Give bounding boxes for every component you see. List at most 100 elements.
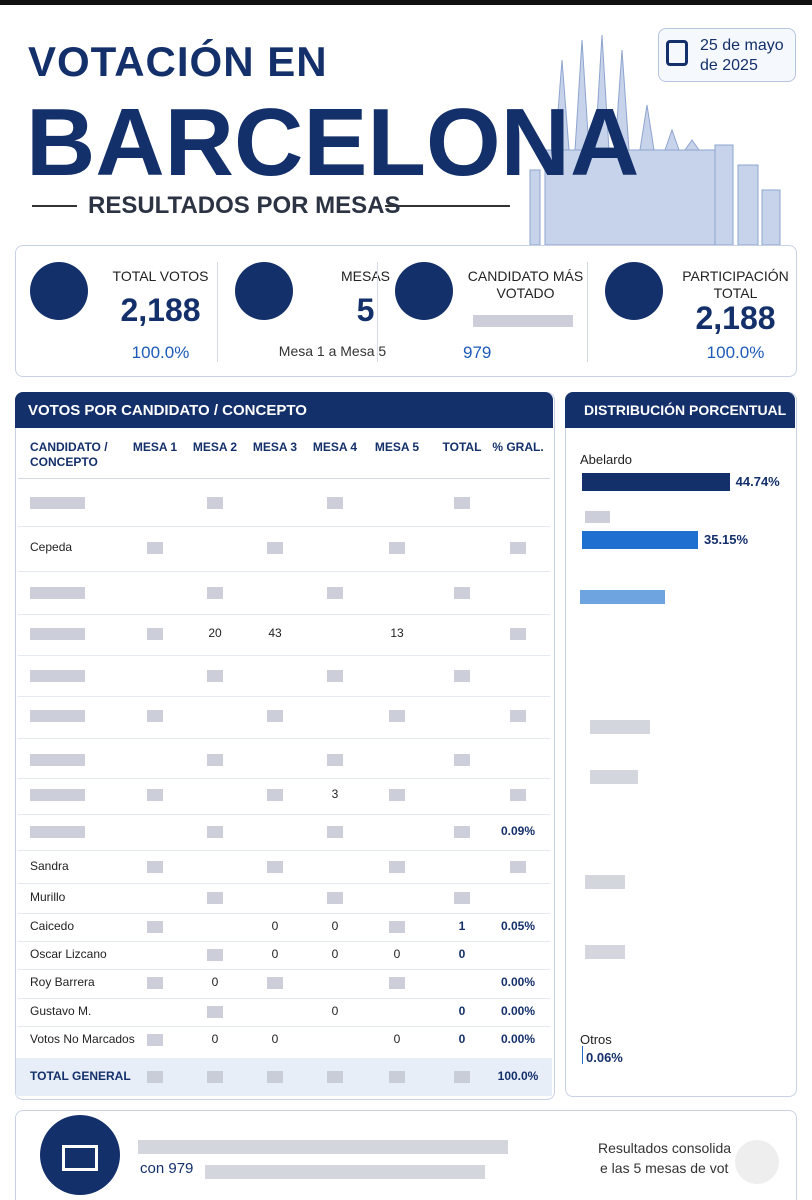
blurred-cell — [510, 628, 526, 640]
blurred-cell — [454, 754, 470, 766]
table-cell: 20 — [208, 626, 222, 640]
divider — [377, 262, 378, 362]
table-cell: 1 — [458, 919, 466, 933]
blurred-item — [585, 875, 625, 889]
column-header: MESA 5 — [374, 440, 420, 454]
blurred-cell — [454, 1071, 470, 1083]
rule — [32, 205, 77, 207]
table-cell: 0 — [271, 1032, 279, 1046]
stat-note: 100.0% — [131, 343, 190, 362]
stat-label: CANDIDATO MÁS VOTADO — [467, 268, 584, 301]
item-name: Otros — [580, 1032, 612, 1047]
blurred-cell — [267, 1071, 283, 1083]
ballot-box — [62, 1145, 98, 1171]
distribution-header-bar — [565, 392, 795, 428]
table-cell: 0 — [458, 1032, 466, 1046]
table-cell: 0 — [393, 947, 401, 961]
blurred-cell — [147, 710, 163, 722]
row-line — [18, 696, 550, 697]
bar — [582, 531, 698, 549]
row-line — [18, 882, 550, 884]
blurred-cell — [147, 542, 163, 554]
row-line — [18, 525, 550, 527]
rule — [385, 205, 510, 207]
row-name: Oscar Lizcano — [30, 947, 107, 961]
table-header-bar — [15, 392, 553, 428]
stat-icon — [235, 262, 293, 320]
stat-value: 2,188 — [120, 292, 201, 328]
blurred-cell — [510, 861, 526, 873]
blurred-bar — [580, 590, 665, 604]
column-header: MESA 1 — [132, 440, 178, 454]
table-cell: 0 — [211, 975, 219, 989]
table-cell: 0 — [458, 947, 466, 961]
blurred-cell — [389, 921, 405, 933]
blurred-text — [205, 1165, 485, 1179]
value-label: 44.74% — [735, 474, 780, 489]
blurred-cell — [147, 628, 163, 640]
blurred-cell — [389, 542, 405, 554]
blurred-item — [590, 720, 650, 734]
stat-icon — [30, 262, 88, 320]
column-header: MESA 2 — [192, 440, 238, 454]
ballot-icon — [40, 1115, 120, 1195]
row-line — [18, 613, 550, 615]
blurred-cell — [207, 1006, 223, 1018]
row-line — [18, 912, 550, 914]
blurred-item — [585, 945, 625, 959]
footer-box — [15, 1110, 797, 1200]
date-box — [658, 28, 796, 82]
blurred-cell — [207, 754, 223, 766]
blurred-cell — [389, 1071, 405, 1083]
stat-icon — [395, 262, 453, 320]
table-cell: 0.05% — [500, 919, 536, 933]
row-line — [18, 997, 550, 999]
row-line — [18, 969, 550, 970]
row-name: Murillo — [30, 890, 66, 904]
table-cell: 0.00% — [500, 1004, 536, 1018]
blurred-cell — [30, 587, 85, 599]
blurred-cell — [30, 710, 85, 722]
table-cell: 0.00% — [500, 1032, 536, 1046]
table-cell: 0 — [331, 1004, 339, 1018]
stat-value: 2,188 — [695, 300, 776, 336]
total-label: TOTAL GENERAL — [30, 1069, 131, 1083]
row-name: Cepeda — [30, 540, 73, 554]
column-header: CANDIDATO / CONCEPTO — [30, 440, 108, 469]
blurred-item — [590, 770, 638, 784]
blurred-cell — [207, 670, 223, 682]
blurred-cell — [327, 587, 343, 599]
blurred-cell — [267, 861, 283, 873]
row-line — [18, 570, 550, 572]
footer-note: Resultados consolida — [598, 1140, 732, 1156]
row-line — [18, 849, 550, 851]
blurred-cell — [585, 511, 610, 523]
table-panel — [15, 392, 555, 1100]
row-name: Caicedo — [30, 919, 75, 933]
table-cell: 0.09% — [500, 824, 536, 838]
distribution-panel — [565, 392, 797, 1097]
blurred-cell — [454, 826, 470, 838]
table-cell: 0 — [331, 947, 339, 961]
scan-button[interactable] — [735, 1140, 779, 1184]
stat-note: Mesa 1 a Mesa 5 — [278, 343, 387, 359]
blurred-cell — [30, 670, 85, 682]
calendar-icon — [666, 40, 688, 66]
stat-value: 5 — [356, 292, 375, 328]
blurred-cell — [207, 1071, 223, 1083]
stats-box — [15, 245, 797, 377]
column-header: TOTAL — [442, 440, 482, 454]
distribution-title: DISTRIBUCIÓN PORCENTUAL — [584, 402, 787, 418]
table-title: VOTOS POR CANDIDATO / CONCEPTO — [28, 402, 307, 419]
table-cell: 0 — [393, 1032, 401, 1046]
blurred-cell — [454, 497, 470, 509]
footer-line: con 979 — [140, 1160, 194, 1177]
blurred-cell — [389, 789, 405, 801]
stat-note: 979 — [463, 343, 492, 362]
blurred-cell — [510, 542, 526, 554]
blurred-cell — [267, 710, 283, 722]
row-line — [18, 655, 550, 656]
table-cell: 3 — [331, 787, 339, 801]
row-name: Votos No Marcados — [30, 1032, 135, 1046]
blurred-cell — [327, 754, 343, 766]
